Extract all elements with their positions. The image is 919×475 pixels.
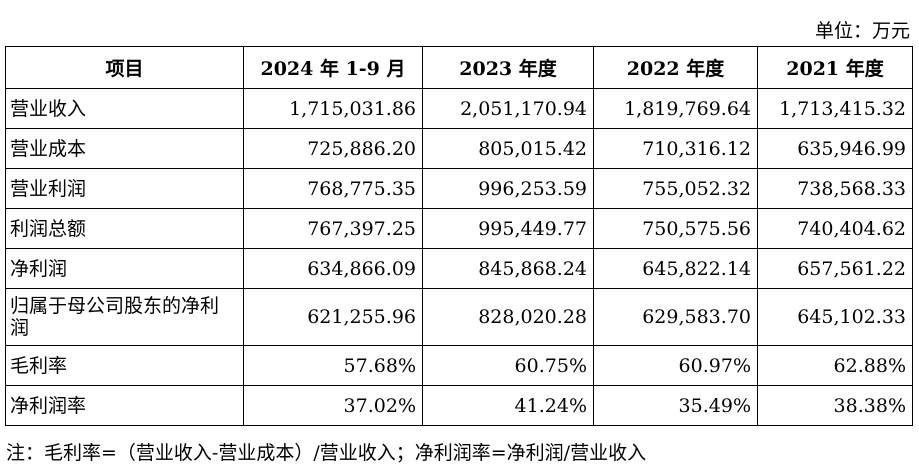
row-label: 归属于母公司股东的净利润 bbox=[5, 288, 244, 346]
table-cell: 845,868.24 bbox=[422, 248, 594, 289]
table-cell: 828,020.28 bbox=[422, 288, 594, 346]
table-cell: 35.49% bbox=[593, 385, 758, 426]
table-cell: 710,316.12 bbox=[593, 128, 758, 169]
header-2021: 2021 年度 bbox=[757, 46, 913, 89]
table-cell: 62.88% bbox=[757, 345, 913, 386]
table-cell: 2,051,170.94 bbox=[422, 88, 594, 129]
table-cell: 635,946.99 bbox=[757, 128, 913, 169]
table-cell: 634,866.09 bbox=[243, 248, 423, 289]
row-label: 营业利润 bbox=[5, 168, 244, 209]
table-row: 毛利率 57.68% 60.75% 60.97% 62.88% bbox=[5, 345, 913, 386]
table-cell: 767,397.25 bbox=[243, 208, 423, 249]
table-cell: 38.38% bbox=[757, 385, 913, 426]
table-cell: 1,715,031.86 bbox=[243, 88, 423, 129]
row-label: 营业成本 bbox=[5, 128, 244, 169]
table-row: 营业收入 1,715,031.86 2,051,170.94 1,819,769… bbox=[5, 88, 913, 129]
footnote: 注：毛利率=（营业收入-营业成本）/营业收入；净利润率=净利润/营业收入 bbox=[6, 442, 647, 464]
table-cell: 41.24% bbox=[422, 385, 594, 426]
table-cell: 995,449.77 bbox=[422, 208, 594, 249]
table-row: 利润总额 767,397.25 995,449.77 750,575.56 74… bbox=[5, 208, 913, 249]
table-cell: 645,822.14 bbox=[593, 248, 758, 289]
row-label: 利润总额 bbox=[5, 208, 244, 249]
header-2022: 2022 年度 bbox=[593, 46, 758, 89]
table-header-row: 项目 2024 年 1-9 月 2023 年度 2022 年度 2021 年度 bbox=[5, 46, 913, 89]
table-cell: 645,102.33 bbox=[757, 288, 913, 346]
table-cell: 768,775.35 bbox=[243, 168, 423, 209]
table-cell: 60.75% bbox=[422, 345, 594, 386]
table-cell: 57.68% bbox=[243, 345, 423, 386]
table-cell: 740,404.62 bbox=[757, 208, 913, 249]
table-cell: 750,575.56 bbox=[593, 208, 758, 249]
header-2023: 2023 年度 bbox=[422, 46, 594, 89]
table-cell: 1,713,415.32 bbox=[757, 88, 913, 129]
table-cell: 1,819,769.64 bbox=[593, 88, 758, 129]
table-cell: 621,255.96 bbox=[243, 288, 423, 346]
row-label: 净利润 bbox=[5, 248, 244, 289]
financial-table: 项目 2024 年 1-9 月 2023 年度 2022 年度 2021 年度 … bbox=[5, 46, 913, 426]
unit-label: 单位：万元 bbox=[814, 20, 910, 42]
table-row: 归属于母公司股东的净利润 621,255.96 828,020.28 629,5… bbox=[5, 288, 913, 346]
table-cell: 629,583.70 bbox=[593, 288, 758, 346]
table-cell: 725,886.20 bbox=[243, 128, 423, 169]
table-cell: 738,568.33 bbox=[757, 168, 913, 209]
row-label: 净利润率 bbox=[5, 385, 244, 426]
header-item: 项目 bbox=[5, 46, 244, 89]
table-row: 净利润率 37.02% 41.24% 35.49% 38.38% bbox=[5, 385, 913, 426]
table-cell: 37.02% bbox=[243, 385, 423, 426]
table-row: 营业成本 725,886.20 805,015.42 710,316.12 63… bbox=[5, 128, 913, 169]
row-label: 营业收入 bbox=[5, 88, 244, 129]
header-2024-q1-q3: 2024 年 1-9 月 bbox=[243, 46, 423, 89]
table-cell: 657,561.22 bbox=[757, 248, 913, 289]
table-row: 营业利润 768,775.35 996,253.59 755,052.32 73… bbox=[5, 168, 913, 209]
table-row: 净利润 634,866.09 845,868.24 645,822.14 657… bbox=[5, 248, 913, 289]
table-cell: 996,253.59 bbox=[422, 168, 594, 209]
table-cell: 60.97% bbox=[593, 345, 758, 386]
table-cell: 805,015.42 bbox=[422, 128, 594, 169]
row-label: 毛利率 bbox=[5, 345, 244, 386]
table-cell: 755,052.32 bbox=[593, 168, 758, 209]
